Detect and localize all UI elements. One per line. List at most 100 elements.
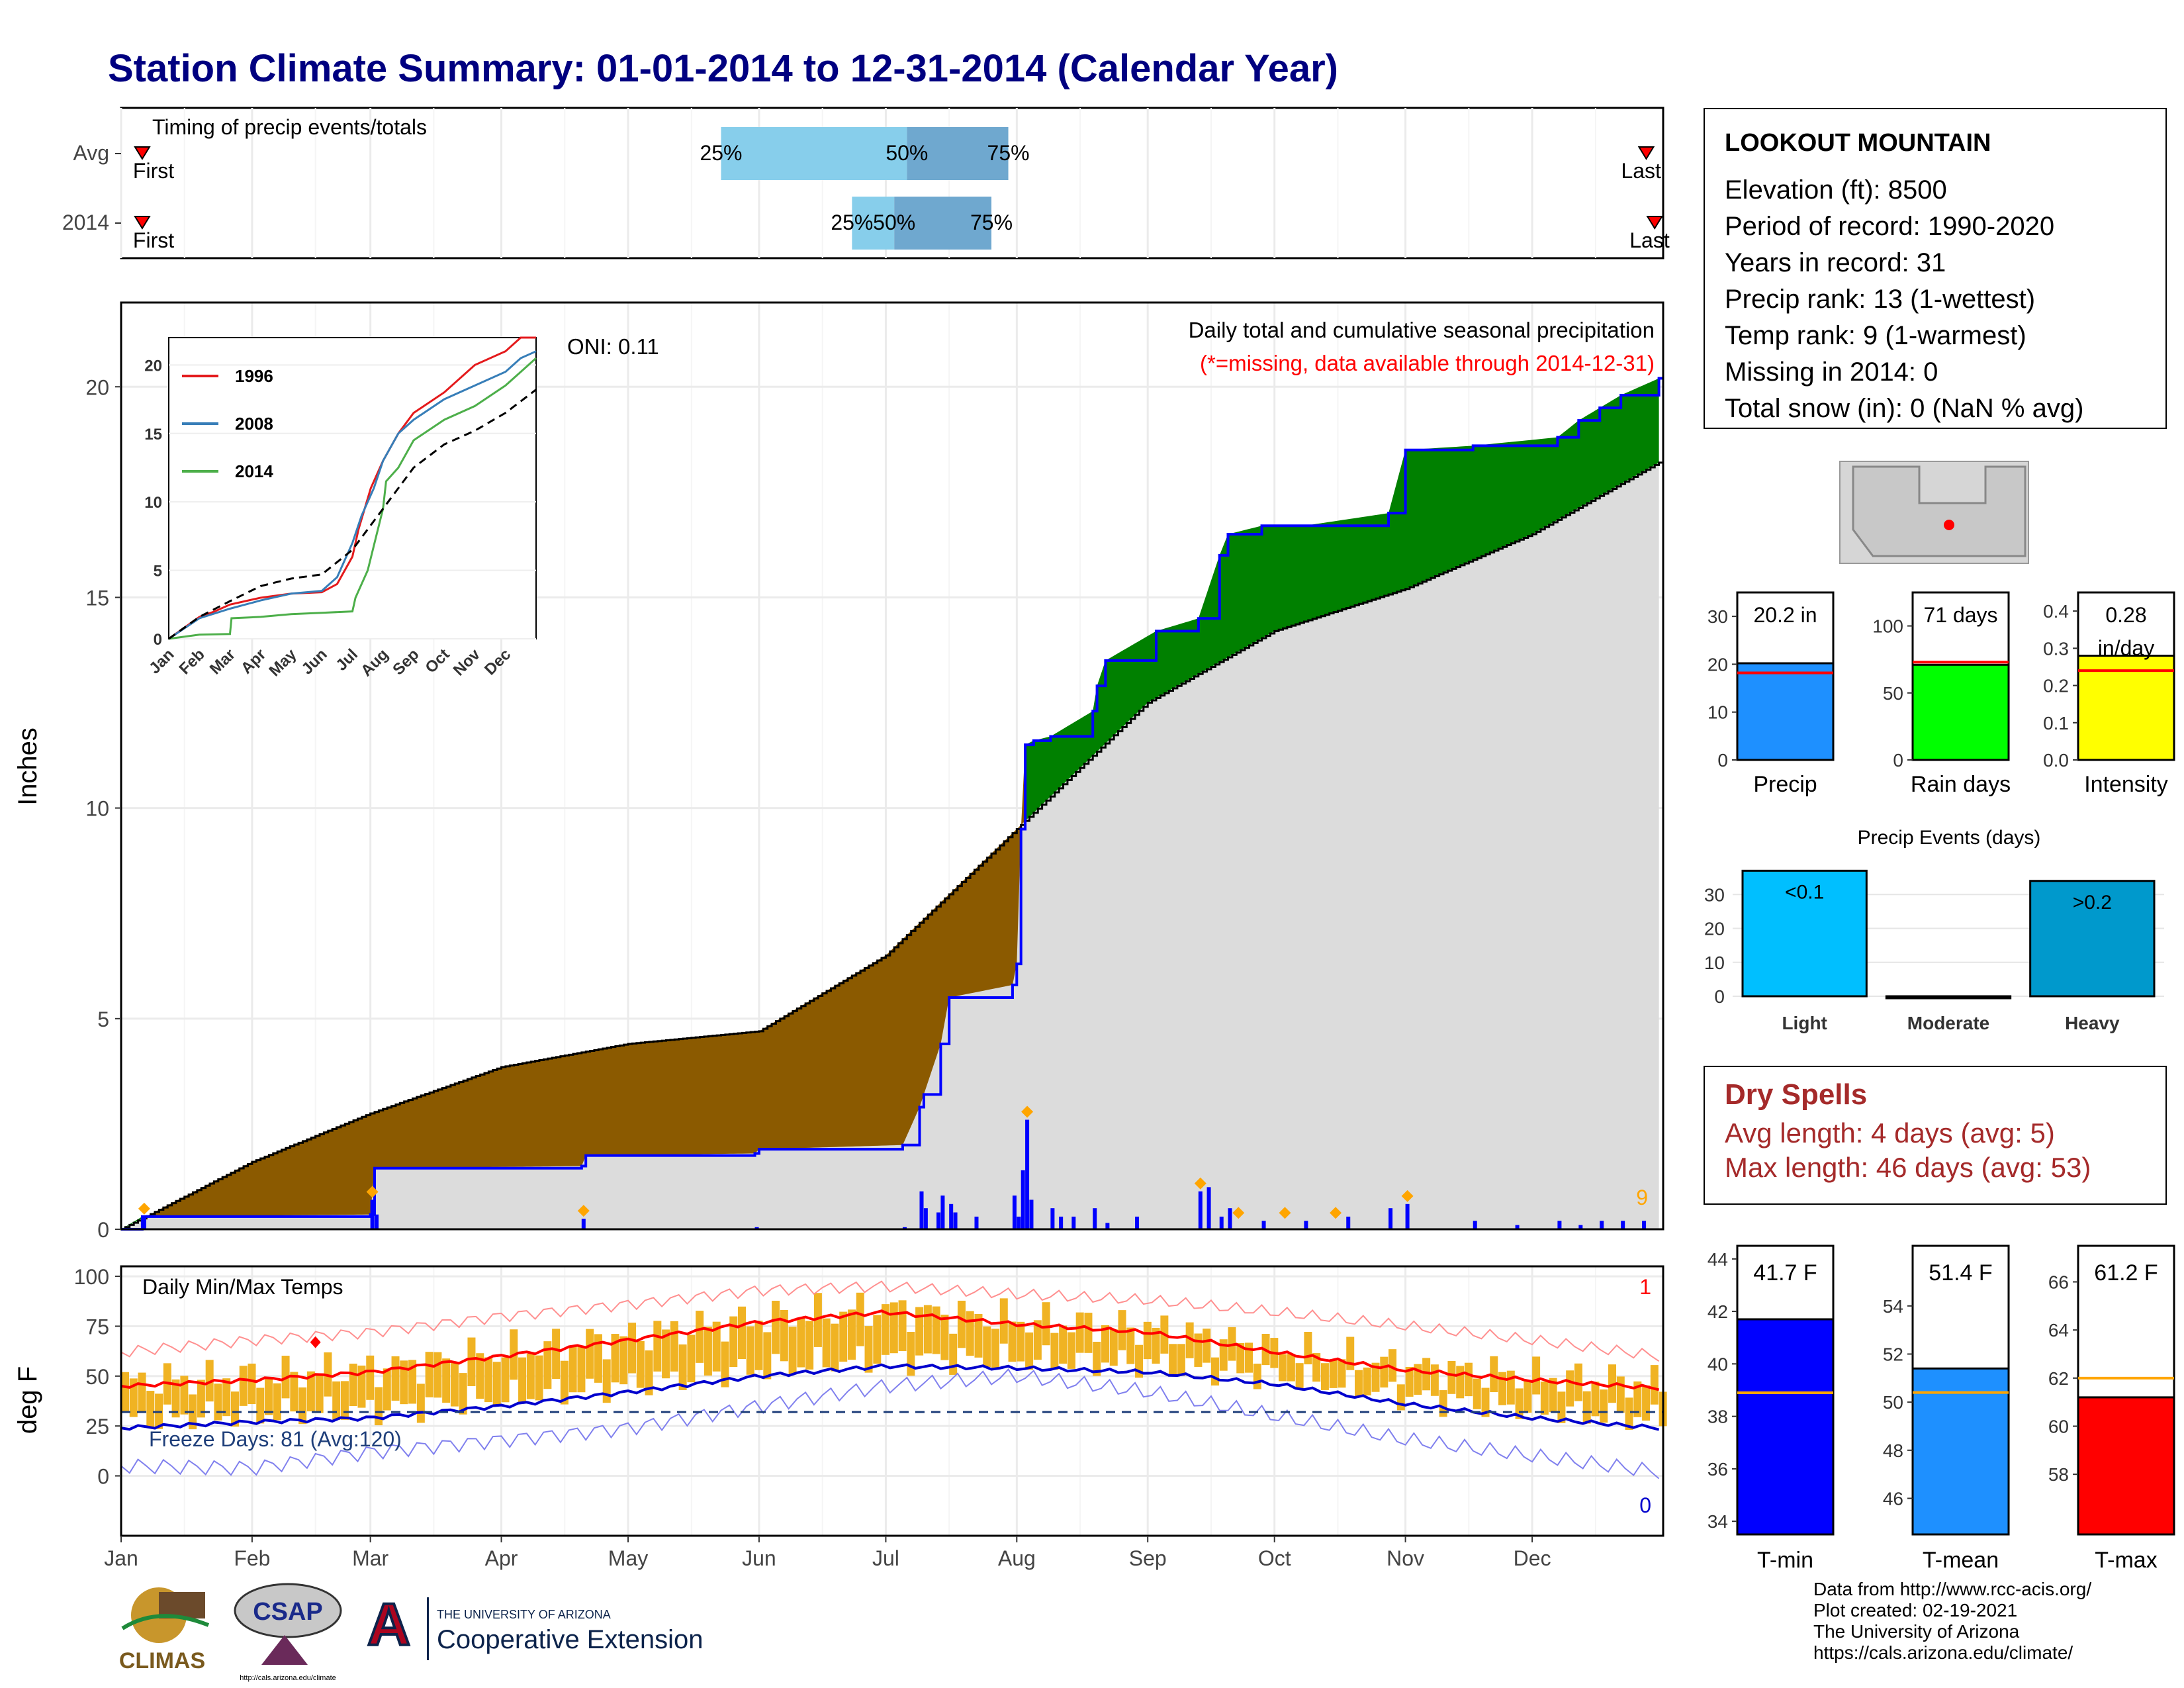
daily-temp-bar [839, 1311, 848, 1362]
daily-temp-bar [780, 1309, 788, 1362]
events-bar-moderate [1885, 995, 2012, 1000]
daily-temp-bar [602, 1359, 611, 1403]
daily-temp-bar [442, 1358, 451, 1403]
daily-temp-bar [1067, 1332, 1075, 1369]
daily-temp-bar [1481, 1387, 1490, 1417]
daily-temp-bar [1295, 1363, 1304, 1389]
inset-series-2014 [168, 357, 537, 640]
daily-precip-bar [1206, 1187, 1211, 1229]
daily-temp-bar [704, 1327, 712, 1376]
daily-temp-bar [1355, 1370, 1363, 1397]
daily-temp-bar [1185, 1322, 1194, 1358]
ua-line2: Cooperative Extension [437, 1625, 703, 1654]
month-tick-label: Jan [104, 1546, 138, 1570]
daily-temp-bar [1126, 1327, 1135, 1364]
daily-temp-bar [873, 1315, 882, 1364]
daily-temp-bar [315, 1373, 324, 1413]
daily-temp-bar [256, 1387, 265, 1424]
summary-ytick-label: 20 [1707, 654, 1728, 675]
temp-summary-ytick-label: 62 [2048, 1368, 2069, 1389]
credit-university: The University of Arizona [1813, 1621, 2020, 1642]
temp-caption: Daily Min/Max Temps [142, 1275, 343, 1299]
events-category-label: Light [1782, 1013, 1827, 1033]
last-event-marker [1637, 146, 1655, 160]
timing-bar-upper-half [907, 127, 1009, 180]
temp-summary-ytick-label: 42 [1707, 1301, 1728, 1322]
daily-precip-bar [1017, 1216, 1021, 1229]
daily-precip-bar [1642, 1221, 1647, 1229]
temp-panel-frame [120, 1265, 1664, 1537]
first-event-label: First [133, 228, 174, 252]
daily-temp-bar [543, 1341, 552, 1389]
precip-event-marker [1330, 1207, 1342, 1219]
daily-temp-bar [763, 1332, 772, 1380]
daily-temp-bar [459, 1373, 467, 1415]
daily-precip-bar [1012, 1196, 1017, 1229]
daily-precip-bar [974, 1216, 979, 1229]
summary-ytick-label: 10 [1707, 702, 1728, 723]
temp-summary-ytick-label: 44 [1707, 1249, 1728, 1270]
timing-label-50: 50% [873, 211, 915, 234]
daily-temp-bar [1490, 1356, 1498, 1393]
daily-temp-bar [484, 1357, 492, 1403]
daily-temp-bar [375, 1387, 383, 1426]
daily-temp-bar [864, 1326, 873, 1373]
daily-temp-bar [1152, 1327, 1160, 1364]
events-category-label: Moderate [1907, 1013, 1989, 1033]
daily-temp-bar [1279, 1354, 1287, 1382]
summary-ytick-label: 0.0 [2043, 750, 2069, 771]
temp-summary-name-label: T-min [1757, 1548, 1813, 1573]
daily-temp-bar [847, 1309, 856, 1360]
daily-temp-bar [696, 1311, 704, 1363]
precip-panel: 0 5 10 15 20 Inches Daily total and cumulati… [13, 301, 1664, 1242]
daily-temp-bar [1642, 1385, 1651, 1421]
inset-frame [168, 337, 537, 639]
station-missing: Missing in 2014: 0 [1725, 357, 1938, 387]
temp-ytick-label: 50 [85, 1365, 109, 1389]
precip-ytick-label: 5 [97, 1008, 109, 1031]
events-category-label: Heavy [2065, 1013, 2120, 1033]
csap-logo: CSAP http://cals.arizona.edu/climate [234, 1583, 342, 1682]
daily-temp-bar [678, 1344, 687, 1390]
events-ytick-label: 0 [1714, 986, 1725, 1007]
precip-ytick-label: 20 [85, 375, 109, 399]
daily-temp-bar [569, 1345, 577, 1393]
month-tick-label: Jul [872, 1546, 899, 1570]
daily-temp-bar [611, 1334, 619, 1383]
daily-temp-bar [907, 1332, 915, 1376]
daily-temp-bar [1210, 1357, 1219, 1386]
ua-a-icon: A [367, 1592, 410, 1658]
daily-temp-bar [1109, 1329, 1118, 1366]
daily-temp-bar [340, 1381, 349, 1420]
station-elevation: Elevation (ft): 8500 [1725, 175, 1947, 205]
temp-count-high: 1 [1639, 1275, 1651, 1299]
daily-precip-bar [923, 1208, 928, 1229]
daily-temp-bar [1346, 1336, 1355, 1370]
daily-temp-bar [138, 1372, 146, 1413]
timing-row-label-avg: Avg [73, 141, 109, 165]
daily-temp-bar [1050, 1333, 1059, 1370]
daily-precip-bar [1059, 1216, 1064, 1229]
last-event-marker [1646, 216, 1664, 230]
precip-ytick-label: 15 [85, 586, 109, 610]
timing-bar-lower-half [721, 127, 907, 180]
daily-temp-bar [932, 1306, 940, 1354]
normal-cumulative-area [121, 462, 1659, 1230]
timing-label-25: 25% [831, 211, 873, 234]
daily-temp-bar [1557, 1391, 1566, 1423]
daily-temp-bar [813, 1293, 822, 1347]
daily-temp-bar [383, 1368, 391, 1411]
daily-precip-bar [375, 1214, 379, 1229]
daily-temp-bar [1101, 1325, 1109, 1363]
daily-temp-bar [754, 1321, 763, 1370]
daily-temp-bar [146, 1391, 155, 1427]
daily-temp-bar [366, 1355, 375, 1400]
month-tick-label: Oct [1258, 1546, 1291, 1570]
daily-temp-bar [628, 1323, 637, 1374]
inset-legend-label: 2014 [235, 461, 273, 481]
precip-event-marker [366, 1186, 379, 1198]
daily-temp-bar [1447, 1361, 1456, 1394]
daily-precip-bar [1050, 1208, 1055, 1229]
daily-temp-bar [889, 1302, 898, 1354]
